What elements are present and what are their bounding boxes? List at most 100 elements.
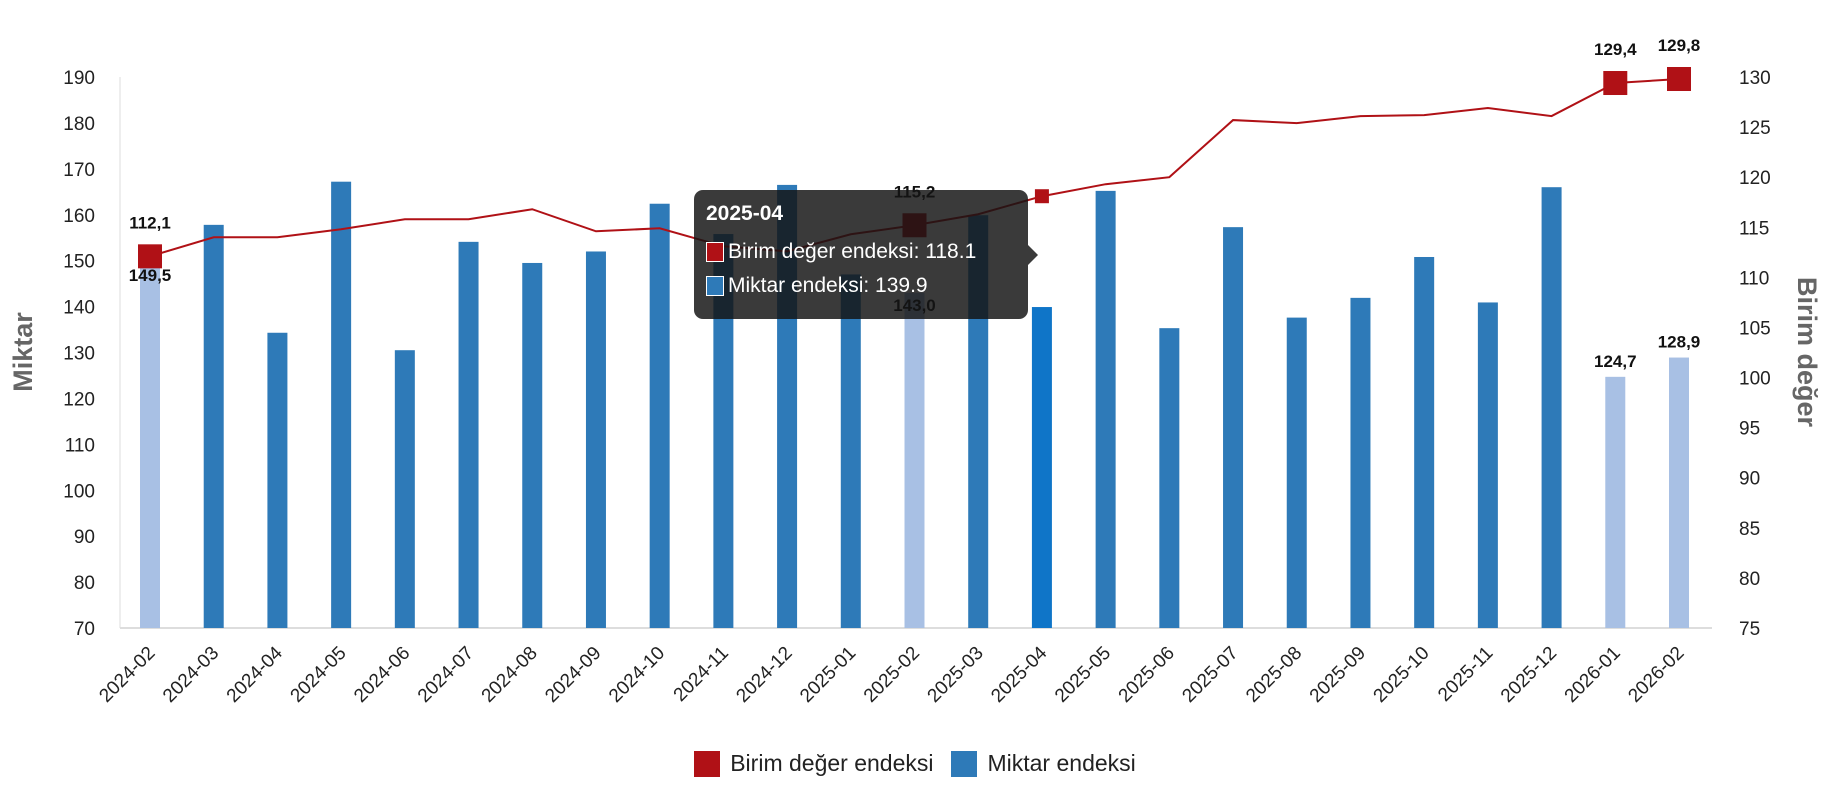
legend-label: Birim değer endeksi (730, 750, 934, 776)
x-tick-label: 2024-07 (414, 643, 478, 707)
y2-tick-label: 85 (1739, 519, 1760, 540)
legend-item-unit-value[interactable]: Birim değer endeksi (694, 750, 933, 777)
x-tick-label: 2024-08 (478, 643, 542, 707)
x-tick-label: 2025-08 (1242, 643, 1306, 707)
bar-2025-06[interactable] (1159, 328, 1180, 628)
x-tick-label: 2026-01 (1561, 643, 1625, 707)
y-tick-label: 120 (63, 389, 95, 410)
x-tick-label: 2024-06 (350, 643, 414, 707)
bar-data-label: 149,5 (129, 266, 172, 285)
y2-tick-label: 110 (1739, 268, 1769, 289)
legend-swatch (694, 750, 721, 777)
x-tick-label: 2024-03 (159, 643, 223, 707)
bar-2024-04[interactable] (267, 332, 288, 628)
x-tick-label: 2024-09 (541, 643, 605, 707)
y-tick-label: 90 (74, 527, 95, 548)
bar-2024-03[interactable] (203, 224, 224, 628)
bar-data-label: 124,7 (1594, 352, 1637, 371)
x-tick-label: 2025-05 (1051, 643, 1115, 707)
x-tick-label: 2025-03 (924, 643, 988, 707)
x-tick-label: 2024-04 (223, 642, 287, 706)
x-tick-label: 2025-06 (1115, 643, 1179, 707)
bar-data-label: 128,9 (1658, 333, 1701, 352)
bar-2024-09[interactable] (585, 251, 606, 628)
bar-2025-09[interactable] (1350, 297, 1371, 628)
tooltip-label: Miktar endeksi: 139.9 (728, 274, 928, 297)
swatch-blue (706, 276, 724, 296)
bar-2024-08[interactable] (522, 262, 543, 628)
tooltip-row-quantity: Miktar endeksi: 139.9 (706, 274, 1016, 298)
x-tick-label: 2025-10 (1370, 643, 1434, 707)
tooltip-row-unit-value: Birim değer endeksi: 118.1 (706, 240, 1016, 264)
bar-2025-11[interactable] (1477, 302, 1498, 628)
x-tick-label: 2025-11 (1434, 643, 1497, 706)
legend-swatch (951, 750, 978, 777)
line-marker-2025-04[interactable] (1034, 189, 1049, 204)
line-marker-2026-02[interactable] (1667, 67, 1691, 92)
x-tick-label: 2025-04 (987, 642, 1051, 706)
y-tick-label: 170 (63, 160, 95, 181)
line-marker-2024-02[interactable] (138, 244, 162, 269)
bar-2025-07[interactable] (1223, 227, 1244, 628)
y2-tick-label: 90 (1739, 469, 1760, 490)
y2-tick-label: 130 (1739, 68, 1771, 89)
y2-tick-label: 100 (1739, 369, 1771, 390)
y2-axis-title: Birim değer (1792, 277, 1822, 428)
y-tick-label: 190 (63, 68, 95, 89)
x-tick-label: 2024-10 (605, 643, 669, 707)
y-tick-label: 130 (63, 344, 95, 365)
bar-2024-05[interactable] (331, 181, 352, 628)
y-tick-label: 150 (63, 252, 95, 273)
bar-2025-05[interactable] (1095, 190, 1116, 628)
x-tick-label: 2025-07 (1178, 643, 1242, 707)
y-tick-label: 100 (63, 481, 95, 502)
bar-2026-02[interactable] (1669, 357, 1689, 628)
y2-tick-label: 95 (1739, 419, 1760, 440)
y-tick-label: 180 (63, 114, 95, 135)
line-data-label: 112,1 (129, 213, 171, 232)
tooltip-title: 2025-04 (706, 202, 784, 225)
y2-tick-label: 105 (1739, 318, 1771, 339)
bar-2024-10[interactable] (649, 203, 670, 629)
bar-2025-08[interactable] (1286, 317, 1307, 628)
bar-2024-11[interactable] (713, 234, 734, 628)
x-tick-label: 2025-02 (860, 643, 924, 707)
x-tick-label: 2025-12 (1497, 643, 1561, 707)
legend-label: Miktar endeksi (987, 750, 1136, 776)
y-tick-label: 80 (74, 573, 95, 594)
x-tick-label: 2026-02 (1624, 643, 1688, 707)
tooltip-label: Birim değer endeksi: 118.1 (728, 240, 977, 263)
y2-tick-label: 80 (1739, 569, 1760, 590)
bar-2025-02[interactable] (904, 292, 925, 628)
tooltip: 2025-04 Birim değer endeksi: 118.1 Mikta… (694, 190, 1038, 319)
y-tick-label: 140 (63, 298, 95, 319)
bar-2026-01[interactable] (1605, 376, 1626, 628)
x-tick-label: 2025-09 (1306, 643, 1370, 707)
x-tick-label: 2024-12 (732, 643, 796, 707)
bar-2025-04[interactable] (1031, 307, 1052, 628)
bar-2025-01[interactable] (840, 274, 861, 628)
legend-item-quantity[interactable]: Miktar endeksi (951, 750, 1136, 777)
x-tick-label: 2024-11 (670, 643, 733, 706)
y2-tick-label: 115 (1739, 218, 1769, 239)
y2-tick-label: 125 (1739, 118, 1771, 139)
swatch-red (706, 242, 724, 262)
y-tick-label: 160 (63, 206, 95, 227)
legend: Birim değer endeksi Miktar endeksi (0, 750, 1830, 777)
bar-2024-07[interactable] (458, 241, 479, 629)
y-tick-label: 70 (74, 619, 95, 640)
line-marker-2026-01[interactable] (1603, 71, 1628, 96)
bar-2025-12[interactable] (1541, 187, 1562, 628)
line-data-label: 129,4 (1594, 40, 1637, 59)
bar-2024-02[interactable] (140, 262, 160, 628)
x-tick-label: 2024-02 (95, 643, 159, 707)
y-tick-label: 110 (65, 435, 95, 456)
y2-tick-label: 120 (1739, 168, 1771, 189)
y2-tick-label: 75 (1739, 619, 1760, 640)
y-axis-title: Miktar (8, 312, 38, 392)
bar-2024-06[interactable] (394, 350, 415, 628)
x-tick-label: 2024-05 (287, 643, 351, 707)
line-data-label: 129,8 (1658, 36, 1701, 55)
bar-2025-10[interactable] (1414, 256, 1435, 628)
